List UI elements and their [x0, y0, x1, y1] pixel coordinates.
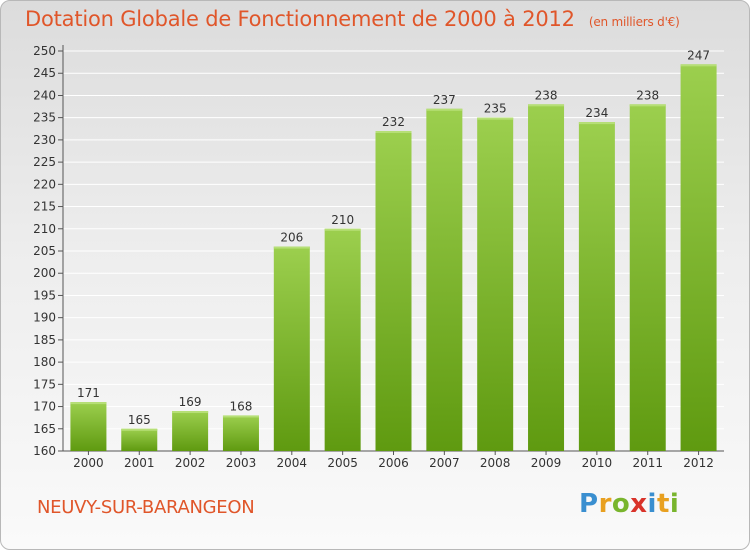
data-label-2012: 247	[687, 48, 710, 62]
y-tick-labels: 160 165 170 175 180 185 190 195 200 205 210 215 220 2…	[33, 44, 56, 458]
y-tick-label: 170	[33, 400, 56, 414]
bar-2002	[172, 411, 209, 451]
data-label-2007: 237	[433, 93, 456, 107]
chart-title: Dotation Globale de Fonctionnement de 20…	[25, 7, 680, 31]
bar-2007	[426, 108, 463, 452]
y-tick-label: 160	[33, 444, 56, 458]
proxiti-logo[interactable]: Proxiti	[579, 489, 680, 519]
bar-top-highlight	[222, 415, 259, 418]
x-tick-label-2004: 2004	[277, 456, 308, 470]
bar-top-highlight	[680, 64, 717, 67]
bar-top-highlight	[121, 428, 158, 431]
y-tick-label: 245	[33, 66, 56, 80]
bar-top-highlight	[324, 228, 361, 231]
y-tick-label: 205	[33, 244, 56, 258]
data-label-2008: 235	[484, 102, 507, 116]
y-tick-label: 235	[33, 111, 56, 125]
bar-top-highlight	[172, 411, 209, 413]
bar-2012	[680, 64, 717, 452]
x-tick-label-2001: 2001	[124, 456, 155, 470]
y-tick-label: 180	[33, 355, 56, 369]
data-label-2003: 168	[230, 399, 253, 413]
x-tick-label-2012: 2012	[683, 456, 714, 470]
data-label-2011: 238	[636, 88, 659, 102]
y-tick-label: 215	[33, 200, 56, 214]
x-tick-label-2003: 2003	[226, 456, 257, 470]
data-label-2004: 206	[280, 231, 303, 245]
y-tick-label: 200	[33, 266, 56, 280]
y-tick-label: 225	[33, 155, 56, 169]
bar-2001	[121, 428, 158, 451]
y-tick-label: 185	[33, 333, 56, 347]
bar-2005	[324, 228, 361, 451]
bar-2008	[477, 117, 514, 452]
bar-2003	[222, 415, 259, 451]
y-tick-label: 250	[33, 44, 56, 58]
x-tick-labels: 2000 2001 2002 2003 2004 2005 2006 2007 2008 2009…	[73, 456, 714, 470]
data-label-2006: 232	[382, 115, 405, 129]
bar-2010	[578, 122, 615, 451]
x-tick-label-2009: 2009	[531, 456, 562, 470]
x-tick-label-2006: 2006	[378, 456, 409, 470]
data-label-2001: 165	[128, 413, 151, 427]
bar-2004	[273, 246, 310, 451]
bar-2011	[629, 104, 666, 451]
chart-title-text: Dotation Globale de Fonctionnement de 20…	[25, 7, 575, 31]
bar-2000	[70, 402, 107, 451]
data-label-2009: 238	[535, 88, 558, 102]
y-tick-label: 230	[33, 133, 56, 147]
city-name: NEUVY-SUR-BARANGEON	[37, 497, 255, 518]
x-tick-label-2000: 2000	[73, 456, 104, 470]
bar-top-highlight	[629, 104, 666, 107]
data-label-2002: 169	[179, 395, 202, 409]
y-tick-label: 210	[33, 222, 56, 236]
y-tick-label: 240	[33, 88, 56, 102]
bar-2006	[375, 131, 412, 451]
bar-top-highlight	[70, 402, 107, 405]
chart-subtitle: (en milliers d'€)	[588, 15, 680, 29]
bar-top-highlight	[528, 104, 565, 107]
data-label-2000: 171	[77, 386, 100, 400]
x-tick-label-2010: 2010	[582, 456, 613, 470]
y-tick-label: 165	[33, 422, 56, 436]
data-labels: 171 165 169 168 206 210 232 237 235 238 234 238 247	[77, 48, 710, 426]
bar-top-highlight	[375, 131, 412, 133]
bar-top-highlight	[477, 117, 514, 120]
bar-top-highlight	[273, 246, 310, 249]
data-label-2010: 234	[585, 106, 608, 120]
bar-2009	[528, 104, 565, 451]
data-label-2005: 210	[331, 213, 354, 227]
bar-top-highlight	[578, 122, 615, 125]
x-tick-label-2007: 2007	[429, 456, 460, 470]
x-tick-label-2005: 2005	[327, 456, 358, 470]
y-tick-label: 220	[33, 177, 56, 191]
y-tick-label: 195	[33, 288, 56, 302]
x-tick-label-2002: 2002	[175, 456, 206, 470]
bars	[70, 64, 717, 452]
y-tick-label: 175	[33, 377, 56, 391]
x-tick-label-2008: 2008	[480, 456, 511, 470]
x-tick-label-2011: 2011	[632, 456, 663, 470]
bar-top-highlight	[426, 108, 463, 111]
y-tick-label: 190	[33, 311, 56, 325]
